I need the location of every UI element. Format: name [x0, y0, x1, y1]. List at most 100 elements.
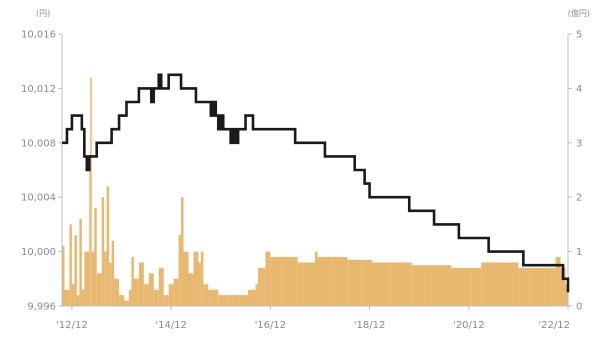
left-tick-label: 10,004: [21, 193, 56, 204]
area-bar: [257, 267, 263, 306]
area-bar: [91, 251, 95, 306]
area-bar: [94, 208, 97, 306]
area-bar: [282, 257, 298, 306]
area-bar: [109, 262, 112, 306]
area-bar: [530, 267, 551, 306]
area-bar: [208, 289, 219, 306]
right-tick-label: 0: [576, 302, 582, 313]
area-bar: [143, 284, 149, 306]
left-tick-label: 9,996: [27, 302, 56, 313]
area-bar: [270, 257, 283, 306]
x-tick-label: '12/12: [56, 320, 88, 331]
area-bar: [550, 267, 556, 306]
area-bar: [555, 257, 561, 306]
area-bar: [200, 251, 204, 306]
area-bar: [372, 262, 392, 306]
axes-layer: [58, 33, 572, 310]
area-bar: [163, 295, 169, 306]
area-bar: [238, 295, 249, 306]
area-bar: [158, 267, 164, 306]
area-bar: [315, 251, 318, 306]
labels-layer: 9,996 10,000 10,004 10,008 10,012 10,016 0 1 2 3 4…: [21, 30, 582, 332]
area-bar: [391, 262, 412, 306]
area-bar: [81, 289, 85, 306]
area-bar: [198, 262, 201, 306]
area-bar: [228, 295, 239, 306]
area-bar: [178, 235, 182, 306]
area-bar: [106, 186, 110, 306]
area-bar: [262, 267, 266, 306]
area-bar: [111, 240, 115, 306]
right-tick-label: 4: [576, 84, 582, 95]
area-bar: [71, 284, 75, 306]
area-bar: [76, 295, 80, 306]
area-bar: [362, 259, 373, 306]
x-tick-label: '16/12: [255, 320, 287, 331]
area-bar: [560, 267, 566, 306]
left-tick-label: 10,016: [21, 30, 56, 41]
area-bar: [119, 295, 125, 306]
x-tick-label: '18/12: [354, 320, 386, 331]
area-bar: [411, 265, 432, 306]
left-tick-label: 10,012: [21, 84, 56, 95]
right-axis-unit: (億円): [568, 8, 590, 18]
x-tick-label: '20/12: [453, 320, 485, 331]
area-bar: [153, 289, 159, 306]
area-bar: [74, 235, 77, 306]
area-bar: [431, 265, 452, 306]
area-bar: [96, 273, 102, 306]
line-layer: [62, 73, 570, 293]
area-bar: [89, 170, 91, 306]
area-bar: [90, 77, 92, 307]
right-tick-label: 3: [576, 138, 582, 149]
right-tick-label: 1: [576, 247, 582, 258]
area-bar: [114, 278, 120, 306]
x-tick-label: '14/12: [155, 320, 187, 331]
area-bar: [518, 267, 531, 306]
area-bar: [471, 267, 482, 306]
area-bar: [124, 300, 129, 306]
area-bar: [84, 251, 90, 306]
area-bar: [188, 273, 194, 306]
area-bar: [248, 289, 256, 306]
area-bar: [451, 267, 472, 306]
area-bar: [203, 284, 209, 306]
area-bar: [64, 289, 70, 306]
area-bar: [131, 257, 134, 306]
x-tick-label: '22/12: [538, 320, 570, 331]
area-bar: [101, 197, 105, 306]
left-tick-label: 10,000: [21, 247, 56, 258]
left-axis-unit: (円): [36, 9, 50, 18]
area-bar: [265, 251, 271, 306]
area-bar: [148, 273, 154, 306]
area-bar: [297, 262, 313, 306]
area-bar: [481, 262, 502, 306]
right-tick-label: 2: [576, 193, 582, 204]
price-step-line: [62, 73, 570, 293]
area-bar: [218, 295, 229, 306]
area-bar: [183, 251, 189, 306]
area-bar: [128, 289, 132, 306]
area-bar: [317, 257, 333, 306]
area-bar: [168, 284, 174, 306]
area-bar: [69, 224, 72, 306]
area-bar: [133, 278, 139, 306]
area-bar: [138, 262, 144, 306]
area-bar: [62, 246, 65, 306]
area-bar: [255, 284, 258, 306]
area-bar: [173, 278, 179, 306]
area-bar: [565, 284, 568, 306]
left-tick-label: 10,008: [21, 138, 56, 149]
area-bar: [347, 259, 363, 306]
area-bar: [501, 262, 519, 306]
area-bar: [79, 218, 82, 306]
area-bar: [181, 197, 184, 306]
area-bar: [104, 251, 107, 306]
area-layer: [62, 77, 569, 307]
right-tick-label: 5: [576, 30, 582, 41]
area-bar: [332, 257, 348, 306]
area-bar: [312, 262, 315, 306]
area-bar: [193, 251, 199, 306]
